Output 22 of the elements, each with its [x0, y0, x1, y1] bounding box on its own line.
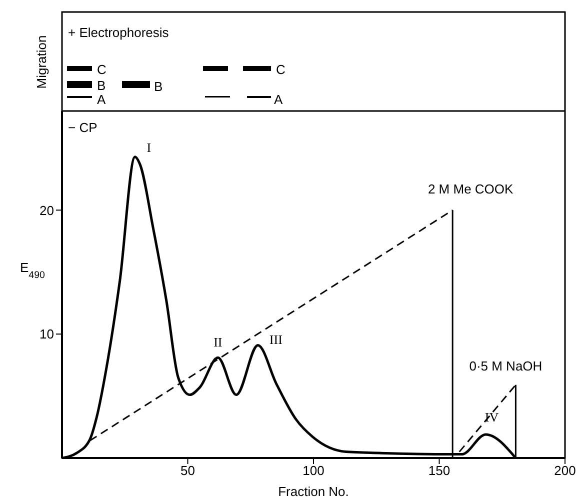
y-tick-label: 10	[40, 326, 54, 342]
annotation: III	[269, 332, 282, 348]
y-tick-label: 20	[40, 202, 54, 218]
text: + Electrophoresis	[68, 25, 170, 40]
annotation: 0·5 M NaOH	[469, 358, 542, 374]
x-tick-label: 200	[554, 463, 576, 478]
x-tick-label: 100	[302, 463, 324, 478]
x-tick-label: 150	[428, 463, 450, 478]
y-axis-title: E$_{490}$	[20, 260, 46, 280]
x-tick-label: 50	[180, 463, 195, 478]
text: A	[274, 92, 283, 107]
text: B	[97, 78, 106, 93]
annotation: − CP	[68, 120, 98, 135]
text: C	[276, 62, 286, 77]
x-axis-title: Fraction No.	[278, 484, 349, 499]
annotation: I	[146, 140, 152, 155]
annotation: 2 M Me COOK	[428, 182, 514, 197]
annotation: II	[214, 334, 222, 350]
text: Migration	[34, 35, 49, 89]
text: C	[97, 62, 106, 77]
text: A	[97, 92, 106, 107]
text: B	[154, 79, 163, 94]
